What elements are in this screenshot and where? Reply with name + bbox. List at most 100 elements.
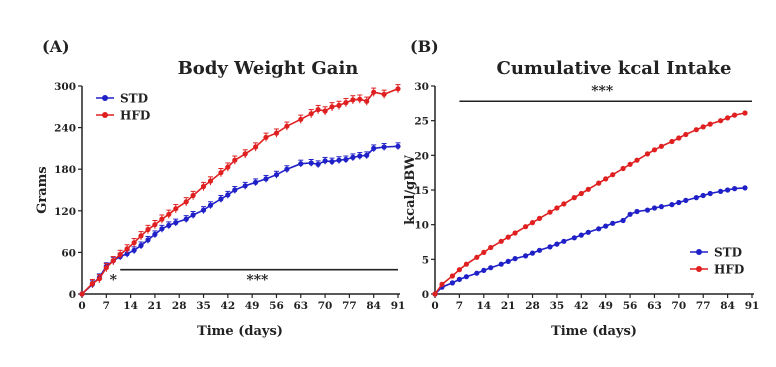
panel-b-series-std-point <box>742 185 748 191</box>
panel-a-series-hfd-point <box>336 102 342 108</box>
panel-b-title: Cumulative kcal Intake <box>497 58 732 79</box>
panel-a-xtick-label: 91 <box>391 300 406 312</box>
panel-b-xtick-label: 49 <box>598 300 613 312</box>
panel-b-legend-hfd-marker <box>696 266 702 272</box>
panel-b-axes <box>434 86 754 295</box>
panel-b-series-std-point <box>536 247 543 253</box>
panel-b-xtick-label: 42 <box>574 300 589 312</box>
panel-a-series-std-point <box>357 153 363 159</box>
panel-b-series-hfd-point <box>725 115 731 121</box>
panel-a-series <box>79 84 401 297</box>
panel-b-series-std-point <box>596 226 602 232</box>
panel-b-series-hfd-point <box>718 118 724 124</box>
panel-a-series-std-point <box>232 187 238 193</box>
panel-a-series-std-point <box>364 152 370 158</box>
panel-a-xtick-label: 84 <box>366 300 381 312</box>
panel-a-xtick-label: 49 <box>245 300 260 312</box>
panel-b-xtick-label: 84 <box>720 300 735 312</box>
panel-a-series-hfd-point <box>329 104 335 110</box>
panel-a-series-hfd-point <box>218 170 224 176</box>
panel-b-series-hfd-point <box>742 110 748 116</box>
panel-a-ytick-label: 240 <box>54 123 76 135</box>
panel-a-ticks: 0 7 14 21 28 35 42 49 56 63 70 77 84 91 0 60 120 180 240 30… <box>54 81 405 312</box>
panel-b-series-hfd-point <box>523 224 529 230</box>
panel-a-series-std-point <box>207 202 214 208</box>
panel-b-series-std-point <box>498 261 504 267</box>
panel-b-series-hfd-point <box>669 138 675 145</box>
panel-b-series-std-point <box>683 197 689 203</box>
panel-a-xtick-label: 42 <box>221 300 236 312</box>
panel-a-series-std-point <box>225 192 231 198</box>
panel-b-series-std-point <box>512 256 518 262</box>
panel-a-xtick-label: 28 <box>172 300 187 312</box>
panel-a-series-std-point <box>159 226 165 232</box>
panel-a-series-hfd-point <box>232 157 238 163</box>
panel-a-series-hfd-point <box>242 151 248 157</box>
panel-a-series-hfd-point <box>89 281 95 287</box>
panel-a-series-std-point <box>329 159 335 165</box>
panel-a-xtick-label: 0 <box>78 300 85 312</box>
panel-a-series-std-point <box>242 183 248 189</box>
panel-a-series-std-point <box>284 166 290 172</box>
panel-a-series-hfd-point <box>145 226 151 233</box>
panel-a-series-hfd-point <box>138 233 144 239</box>
panel-b-series <box>432 110 748 297</box>
panel-b-series-hfd-point <box>651 147 658 153</box>
panel-b-xtick-label: 14 <box>476 300 491 312</box>
panel-a-series-std-point <box>336 157 342 163</box>
panel-b-series-hfd-point <box>683 131 689 138</box>
panel-b-series-std-line <box>434 187 746 295</box>
panel-b-xtick-label: 7 <box>456 300 463 312</box>
panel-b-series-std-point <box>585 229 591 235</box>
panel-b-ytick-label: 5 <box>422 254 429 266</box>
panel-a-xtick-label: 56 <box>269 300 284 312</box>
panel-b-xtick-label: 35 <box>550 300 565 312</box>
panel-a-series-hfd-point <box>173 206 179 212</box>
panel-b-series-std-point <box>463 274 469 280</box>
panel-b-legend-std-marker <box>696 249 702 255</box>
panel-a-series-hfd-point <box>200 183 207 190</box>
panel-a-legend: STD HFD <box>96 92 150 123</box>
panel-b-series-hfd-point <box>432 291 438 297</box>
panel-a-series-hfd-point <box>131 240 137 246</box>
panel-b-series-std-point <box>554 241 560 247</box>
panel-b-xtick-label: 70 <box>672 300 687 312</box>
panel-a-series-hfd-point <box>263 134 269 140</box>
panel-a-series-hfd-point <box>225 164 231 170</box>
panel-b-series-std-point <box>658 204 665 210</box>
panel-a-xtick-label: 21 <box>148 300 163 312</box>
panel-b-xtick-label: 91 <box>745 300 760 312</box>
panel-a-series-std-point <box>395 143 401 149</box>
panel-b-significance-label: *** <box>591 84 614 100</box>
panel-a-xtick-label: 70 <box>318 300 333 312</box>
panel-b-series-hfd-point <box>693 127 699 133</box>
panel-a-significance-label: * <box>110 272 118 288</box>
panel-a-series-std-point <box>298 161 304 167</box>
panel-a-series-hfd-point <box>183 199 189 205</box>
panel-b-series-hfd-point <box>498 238 504 244</box>
panel-b-series-std-point <box>700 192 706 199</box>
panel-a-series-std-point <box>218 196 224 202</box>
panel-a-series-hfd-point <box>207 178 214 184</box>
panel-b-series-hfd-point <box>620 165 626 172</box>
panel-a-legend-std-marker <box>102 95 108 101</box>
panel-b-series-hfd-point <box>610 172 616 178</box>
panel-a-series-hfd-point <box>322 108 328 114</box>
panel-b-series-hfd-point <box>634 157 640 163</box>
panel-a-ytick-label: 180 <box>54 164 76 176</box>
panel-a-series-std-point <box>152 231 158 237</box>
panel-a-legend-hfd-label: HFD <box>120 109 150 123</box>
panel-b-series-hfd-point <box>603 176 609 182</box>
panel-b-series-hfd-point <box>627 161 633 167</box>
panel-b-series-hfd-point <box>707 121 713 127</box>
panel-a-series-hfd-point <box>381 91 387 97</box>
panel-b-series-std-point <box>634 208 640 215</box>
panel-b-series-std-point <box>693 195 699 201</box>
panel-b-series-std-point <box>610 220 616 226</box>
panel-b-series-hfd-point <box>488 244 494 251</box>
panel-a-annotations: * *** <box>110 268 398 288</box>
panel-a-ytick-label: 0 <box>69 289 76 301</box>
panel-a-series-std-point <box>200 207 207 213</box>
